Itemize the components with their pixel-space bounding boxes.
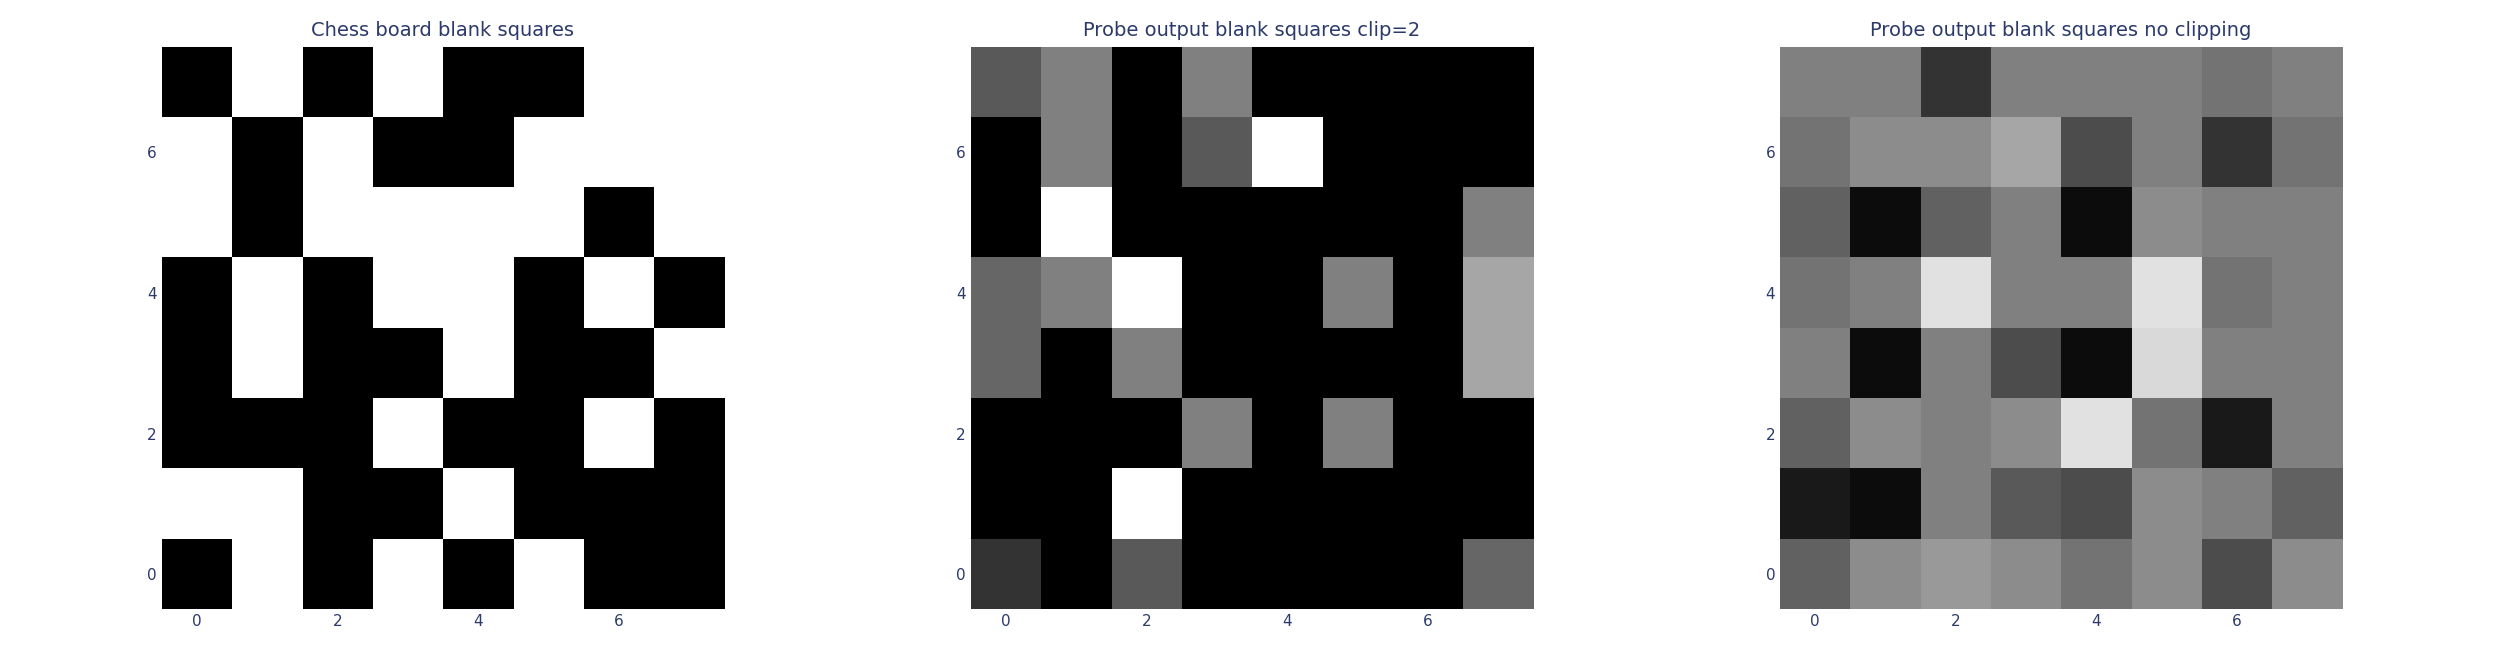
- Title: Probe output blank squares no clipping: Probe output blank squares no clipping: [1870, 21, 2251, 40]
- Title: Chess board blank squares: Chess board blank squares: [310, 21, 573, 40]
- Title: Probe output blank squares clip=2: Probe output blank squares clip=2: [1084, 21, 1420, 40]
